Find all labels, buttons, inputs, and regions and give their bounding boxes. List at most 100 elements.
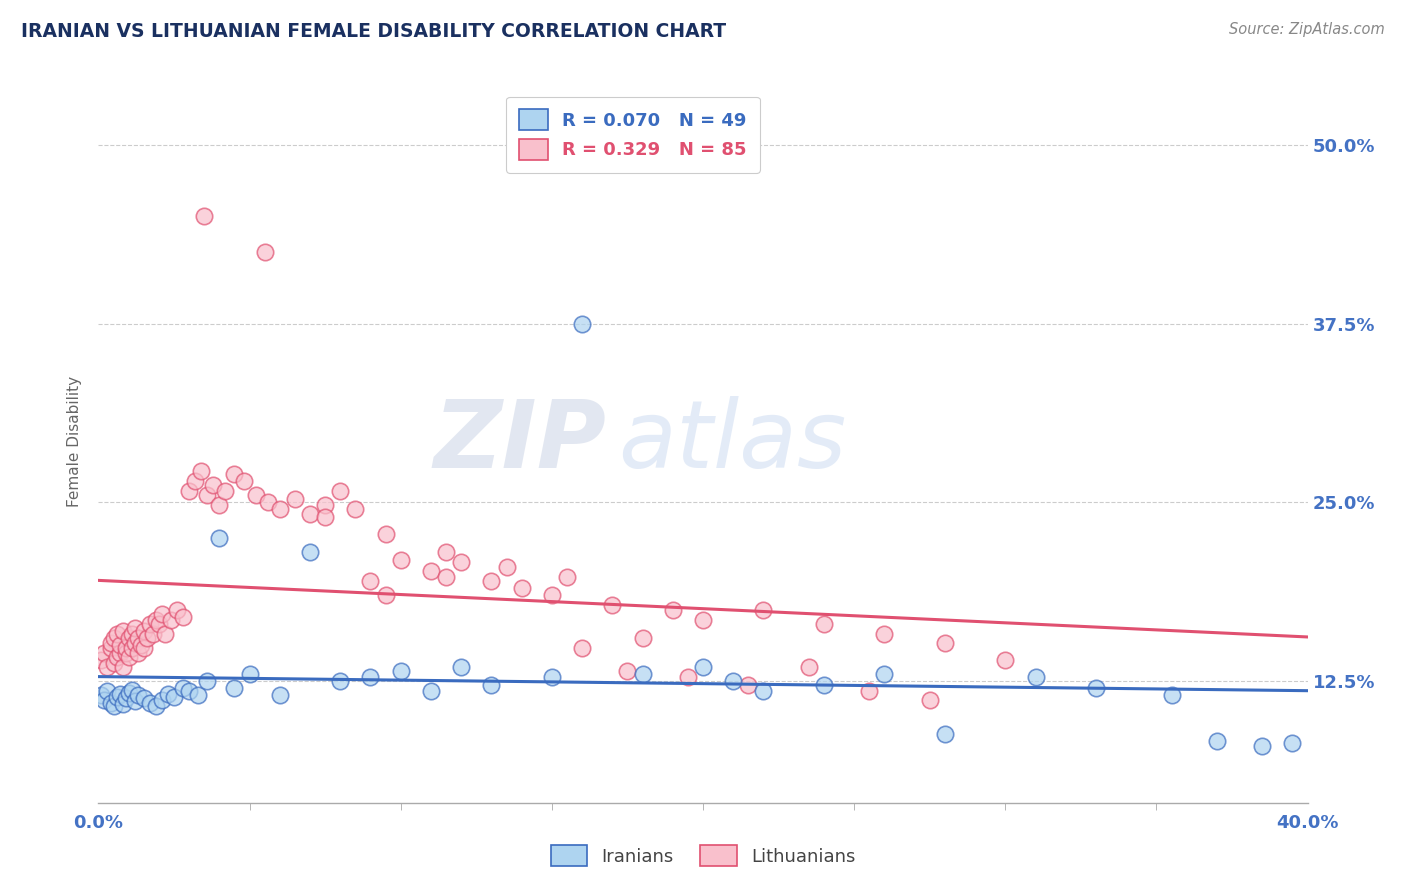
Point (224, 467, 246, 481)
Point (299, 507, 322, 521)
Point (202, 478, 225, 492)
Point (179, 684, 201, 698)
Point (616, 664, 638, 678)
Point (208, 498, 231, 512)
Point (114, 691, 136, 706)
Text: atlas: atlas (619, 396, 846, 487)
Point (571, 317, 593, 331)
Point (121, 627, 143, 641)
Point (1206, 734, 1229, 748)
Point (752, 684, 775, 698)
Point (374, 526, 396, 541)
Point (121, 682, 143, 697)
Point (93, 646, 115, 660)
Point (142, 627, 165, 641)
Point (150, 693, 173, 707)
Point (510, 581, 533, 595)
Point (184, 474, 207, 488)
Y-axis label: Female Disability: Female Disability (67, 376, 83, 508)
Point (163, 690, 186, 704)
Point (127, 632, 149, 646)
Legend: Iranians, Lithuanians: Iranians, Lithuanians (543, 838, 863, 873)
Point (1085, 681, 1108, 696)
Point (245, 488, 267, 502)
Point (132, 641, 155, 656)
Point (232, 474, 254, 488)
Point (172, 609, 194, 624)
Point (360, 670, 382, 684)
Point (752, 602, 775, 616)
Point (239, 667, 262, 681)
Point (127, 646, 149, 660)
Point (96, 684, 118, 698)
Point (118, 649, 141, 664)
Point (269, 502, 291, 516)
Point (873, 627, 896, 641)
Point (873, 667, 896, 681)
Point (692, 613, 714, 627)
Point (111, 697, 134, 711)
Text: IRANIAN VS LITHUANIAN FEMALE DISABILITY CORRELATION CHART: IRANIAN VS LITHUANIAN FEMALE DISABILITY … (21, 22, 727, 41)
Point (118, 632, 141, 646)
Point (214, 483, 236, 498)
Point (450, 556, 472, 570)
Point (108, 646, 131, 660)
Point (105, 690, 128, 704)
Point (105, 627, 128, 641)
Point (103, 656, 125, 670)
Point (114, 646, 136, 660)
Point (344, 502, 367, 516)
Point (329, 483, 352, 498)
Point (314, 509, 336, 524)
Point (190, 464, 212, 478)
Point (145, 613, 167, 627)
Point (858, 684, 880, 698)
Point (692, 660, 714, 674)
Point (132, 624, 155, 639)
Point (121, 641, 143, 656)
Point (571, 641, 593, 656)
Point (105, 649, 128, 664)
Point (139, 696, 162, 710)
Point (360, 574, 382, 588)
Point (555, 570, 578, 584)
Point (1024, 670, 1046, 684)
Point (108, 687, 131, 701)
Point (495, 559, 517, 574)
Point (103, 632, 125, 646)
Point (256, 495, 278, 509)
Point (166, 602, 188, 616)
Point (179, 483, 201, 498)
Point (124, 635, 146, 649)
Point (111, 660, 134, 674)
Point (994, 653, 1017, 667)
Point (481, 574, 503, 588)
Point (434, 570, 457, 584)
Point (172, 681, 194, 696)
Point (100, 641, 122, 656)
Point (93, 693, 115, 707)
Point (1281, 736, 1303, 750)
Point (723, 674, 745, 689)
Point (676, 670, 699, 684)
Point (797, 660, 820, 674)
Point (90, 689, 112, 703)
Point (737, 678, 759, 692)
Point (299, 545, 322, 559)
Point (813, 617, 835, 632)
Point (100, 635, 122, 649)
Point (108, 639, 131, 653)
Point (389, 552, 412, 566)
Point (450, 660, 472, 674)
Point (1160, 689, 1182, 703)
Point (139, 617, 162, 632)
Point (540, 670, 562, 684)
Point (127, 689, 149, 703)
Point (284, 492, 307, 507)
Point (934, 635, 956, 649)
Point (329, 674, 352, 689)
Point (124, 621, 146, 635)
Point (193, 209, 215, 223)
Point (208, 531, 231, 545)
Point (195, 674, 218, 689)
